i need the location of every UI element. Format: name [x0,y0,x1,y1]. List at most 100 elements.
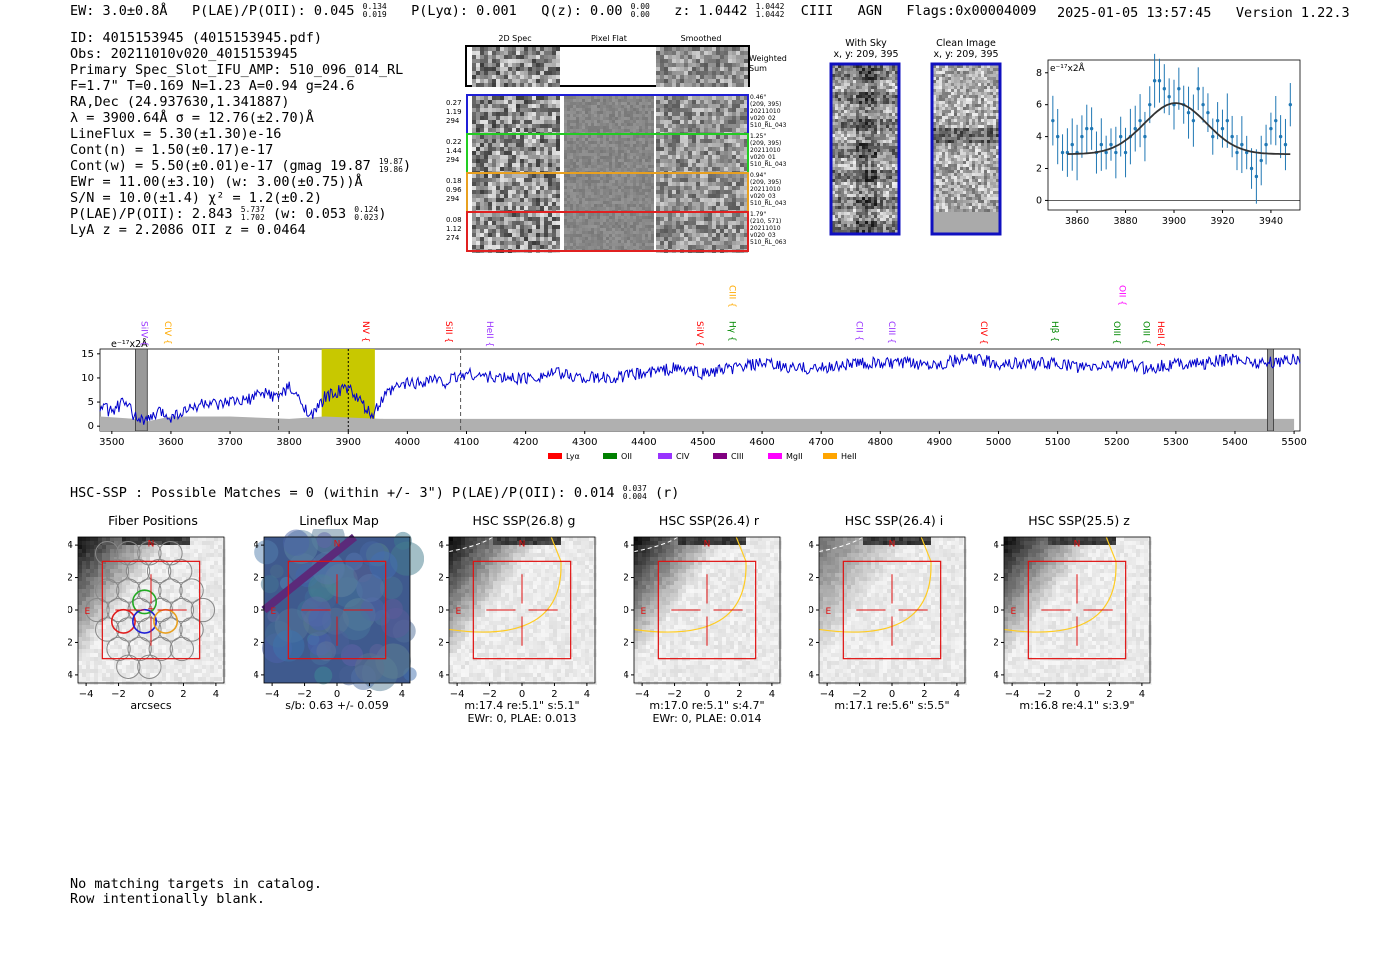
hsc-image-pixel [469,557,473,561]
hsc-image-pixel [545,629,549,633]
sky-panel-clean: Clean Image x, y: 209, 395 [926,38,1006,60]
hsc-image-pixel [214,633,218,637]
hsc-image-pixel [722,545,726,549]
hsc-image-pixel [666,641,670,645]
hsc-image-pixel [589,661,593,665]
hsc-image-pixel [485,593,489,597]
hsc-image-pixel [98,641,102,645]
hsc-image-pixel [453,605,457,609]
hsc-image-pixel [114,601,118,605]
hsc-image-pixel [762,661,766,665]
hsc-image-pixel [553,541,557,545]
hsc-image-pixel [170,565,174,569]
hsc-image-pixel [770,665,774,669]
hsc-image-pixel [774,593,778,597]
hsc-image-pixel [561,617,565,621]
info-id: ID: 4015153945 (4015153945.pdf) [70,30,322,46]
hsc-image-pixel [734,605,738,609]
hsc-image-pixel [738,613,742,617]
hsc-image-pixel [82,549,86,553]
hsc-image-pixel [525,637,529,641]
hsc-image-pixel [469,653,473,657]
hsc-image-pixel [178,537,182,541]
hsc-image-pixel [742,597,746,601]
hsc-image-pixel [134,589,138,593]
hsc-image-pixel [82,657,86,661]
spectrum-legend-label: MgII [786,452,803,461]
hsc-image-pixel [549,557,553,561]
hsc-image-pixel [758,641,762,645]
cutout-flat-image [564,213,654,252]
hsc-image-pixel [549,637,553,641]
hsc-image-pixel [682,541,686,545]
hsc-image-pixel [210,593,214,597]
hsc-image-pixel [650,677,654,681]
hsc-image-pixel [106,585,110,589]
hsc-image-pixel [553,593,557,597]
hsc-image-pixel [218,629,222,633]
header-z: z: 1.0442 [674,3,748,19]
hsc-image-pixel [646,577,650,581]
hsc-image-pixel [698,549,702,553]
hsc-image-pixel [746,617,750,621]
hsc-image-pixel [734,661,738,665]
hsc-image-pixel [473,609,477,613]
hsc-image-pixel [114,621,118,625]
hsc-image-pixel [114,625,118,629]
hsc-image-pixel [557,625,561,629]
hsc-image-pixel [513,577,517,581]
hsc-image-pixel [142,549,146,553]
hsc-image-pixel [130,641,134,645]
hsc-image-pixel [666,573,670,577]
hsc-panel-title: HSC SSP(26.4) r [658,513,760,528]
spectrum-line-marker: HeII { [1155,321,1165,347]
hsc-image-pixel [537,613,541,617]
hsc-image-pixel [730,569,734,573]
hsc-image-pixel [827,545,831,549]
hsc-image-pixel [190,621,194,625]
hsc-image-pixel [114,637,118,641]
hsc-image-pixel [98,629,102,633]
hsc-image-pixel [742,593,746,597]
hsc-image-pixel [457,541,461,545]
hsc-image-pixel [746,601,750,605]
hsc-image-pixel [642,585,646,589]
hsc-image-pixel [78,649,82,653]
hsc-image-pixel [469,629,473,633]
hsc-image-pixel [210,669,214,673]
hsc-image-pixel [485,585,489,589]
hsc-image-pixel [750,641,754,645]
hsc-image-pixel [533,669,537,673]
hsc-image-pixel [923,541,927,545]
hsc-image-pixel [585,553,589,557]
hsc-image-pixel [541,581,545,585]
hsc-image-pixel [509,593,513,597]
hsc-image-pixel [122,589,126,593]
hsc-image-pixel [158,537,162,541]
hsc-image-pixel [465,549,469,553]
hsc-image-pixel [742,617,746,621]
hsc-image-pixel [734,577,738,581]
hsc-image-pixel [497,577,501,581]
hsc-image-pixel [190,541,194,545]
hsc-image-pixel [959,549,963,553]
hsc-image-pixel [190,597,194,601]
hsc-image-pixel [634,673,638,677]
hsc-image-pixel [505,661,509,665]
hsc-image-pixel [114,613,118,617]
hsc-image-pixel [706,573,710,577]
hsc-image-pixel [457,545,461,549]
hsc-image-pixel [650,613,654,617]
hsc-image-pixel [634,621,638,625]
hsc-image-pixel [469,613,473,617]
hsc-image-pixel [654,677,658,681]
hsc-image-pixel [750,561,754,565]
hsc-image-pixel [895,557,899,561]
hsc-image-pixel [501,665,505,669]
hsc-image-pixel [943,545,947,549]
hsc-image-pixel [505,625,509,629]
hsc-image-pixel [674,545,678,549]
hsc-image-pixel [162,537,166,541]
hsc-image-pixel [638,589,642,593]
hsc-image-pixel [770,569,774,573]
